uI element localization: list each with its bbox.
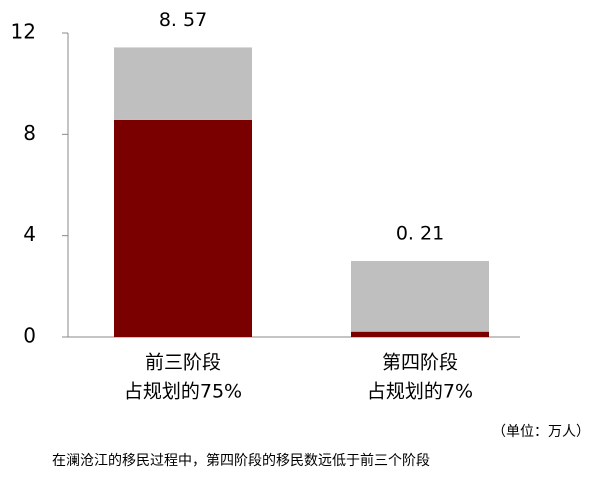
x-tick-label: 前三阶段 [145,352,221,374]
bar-segment [351,261,489,332]
y-tick-label: 4 [23,222,36,246]
x-tick-label: 第四阶段 [382,352,458,374]
bar-segment [351,331,489,337]
bar-segment [114,119,252,337]
x-tick-label: 占规划的7% [367,381,473,403]
y-tick-label: 0 [23,324,36,348]
unit-note: （单位：万人） [492,424,590,440]
caption: 在澜沧江的移民过程中，第四阶段的移民数远低于前三个阶段 [52,452,430,469]
bar-segment [114,47,252,120]
y-tick-label: 8 [23,121,36,145]
x-tick-label: 占规划的75% [124,381,242,403]
y-tick-label: 12 [11,20,36,44]
value-label: 0. 21 [396,223,444,245]
value-label: 8. 57 [159,9,207,31]
